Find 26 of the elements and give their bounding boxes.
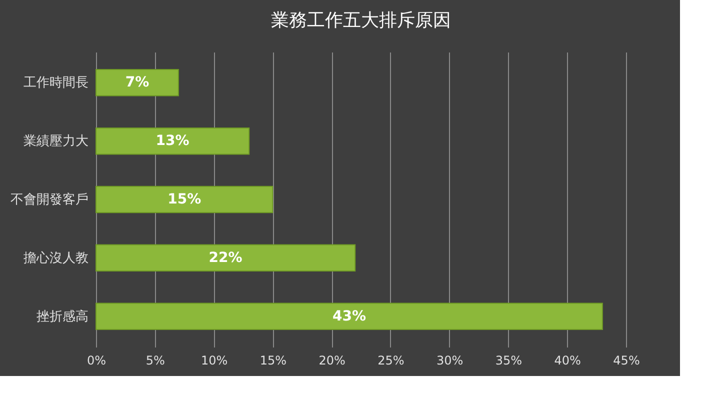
- x-tick-label: 20%: [318, 354, 346, 368]
- y-tick-label: 業績壓力大: [24, 134, 88, 150]
- chart-title: 業務工作五大排斥原因: [271, 10, 451, 31]
- bar: [96, 127, 250, 155]
- x-tick-label: 10%: [200, 354, 228, 368]
- data-label: 7%: [125, 74, 150, 91]
- x-tick-label: 40%: [554, 354, 581, 368]
- y-tick-label: 工作時間長: [24, 76, 88, 91]
- data-label: 22%: [208, 250, 242, 266]
- x-tick-label: 5%: [146, 354, 165, 368]
- data-label: 15%: [168, 192, 202, 208]
- y-tick-label: 擔心沒人教: [24, 250, 88, 266]
- bar: [96, 302, 603, 330]
- x-tick-label: 15%: [260, 354, 287, 368]
- x-tick-label: 45%: [613, 354, 640, 368]
- bar: [96, 69, 179, 96]
- bar: [96, 186, 274, 214]
- x-tick-label: 35%: [495, 354, 522, 368]
- data-label: 13%: [156, 133, 190, 150]
- data-label: 43%: [332, 308, 366, 324]
- x-tick-label: 25%: [378, 354, 404, 368]
- bar: [96, 244, 356, 272]
- x-tick-label: 0%: [86, 354, 106, 368]
- x-tick-label: 30%: [436, 354, 464, 368]
- y-tick-label: 挫折感高: [36, 308, 88, 324]
- y-tick-label: 不會開發客戶: [10, 192, 88, 208]
